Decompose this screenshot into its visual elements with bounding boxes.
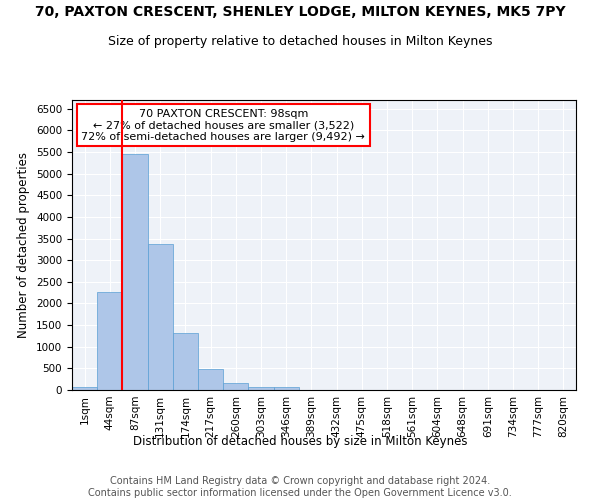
- Bar: [97, 292, 122, 390]
- Bar: [223, 383, 248, 390]
- Bar: [274, 387, 299, 390]
- Bar: [122, 154, 148, 390]
- Bar: [198, 369, 223, 390]
- Bar: [248, 387, 274, 390]
- Y-axis label: Number of detached properties: Number of detached properties: [17, 152, 31, 338]
- Bar: [148, 244, 173, 390]
- Text: 70, PAXTON CRESCENT, SHENLEY LODGE, MILTON KEYNES, MK5 7PY: 70, PAXTON CRESCENT, SHENLEY LODGE, MILT…: [35, 5, 565, 19]
- Bar: [173, 334, 198, 390]
- Bar: [72, 387, 97, 390]
- Text: 70 PAXTON CRESCENT: 98sqm
← 27% of detached houses are smaller (3,522)
72% of se: 70 PAXTON CRESCENT: 98sqm ← 27% of detac…: [81, 108, 365, 142]
- Text: Size of property relative to detached houses in Milton Keynes: Size of property relative to detached ho…: [108, 35, 492, 48]
- Text: Distribution of detached houses by size in Milton Keynes: Distribution of detached houses by size …: [133, 435, 467, 448]
- Text: Contains HM Land Registry data © Crown copyright and database right 2024.
Contai: Contains HM Land Registry data © Crown c…: [88, 476, 512, 498]
